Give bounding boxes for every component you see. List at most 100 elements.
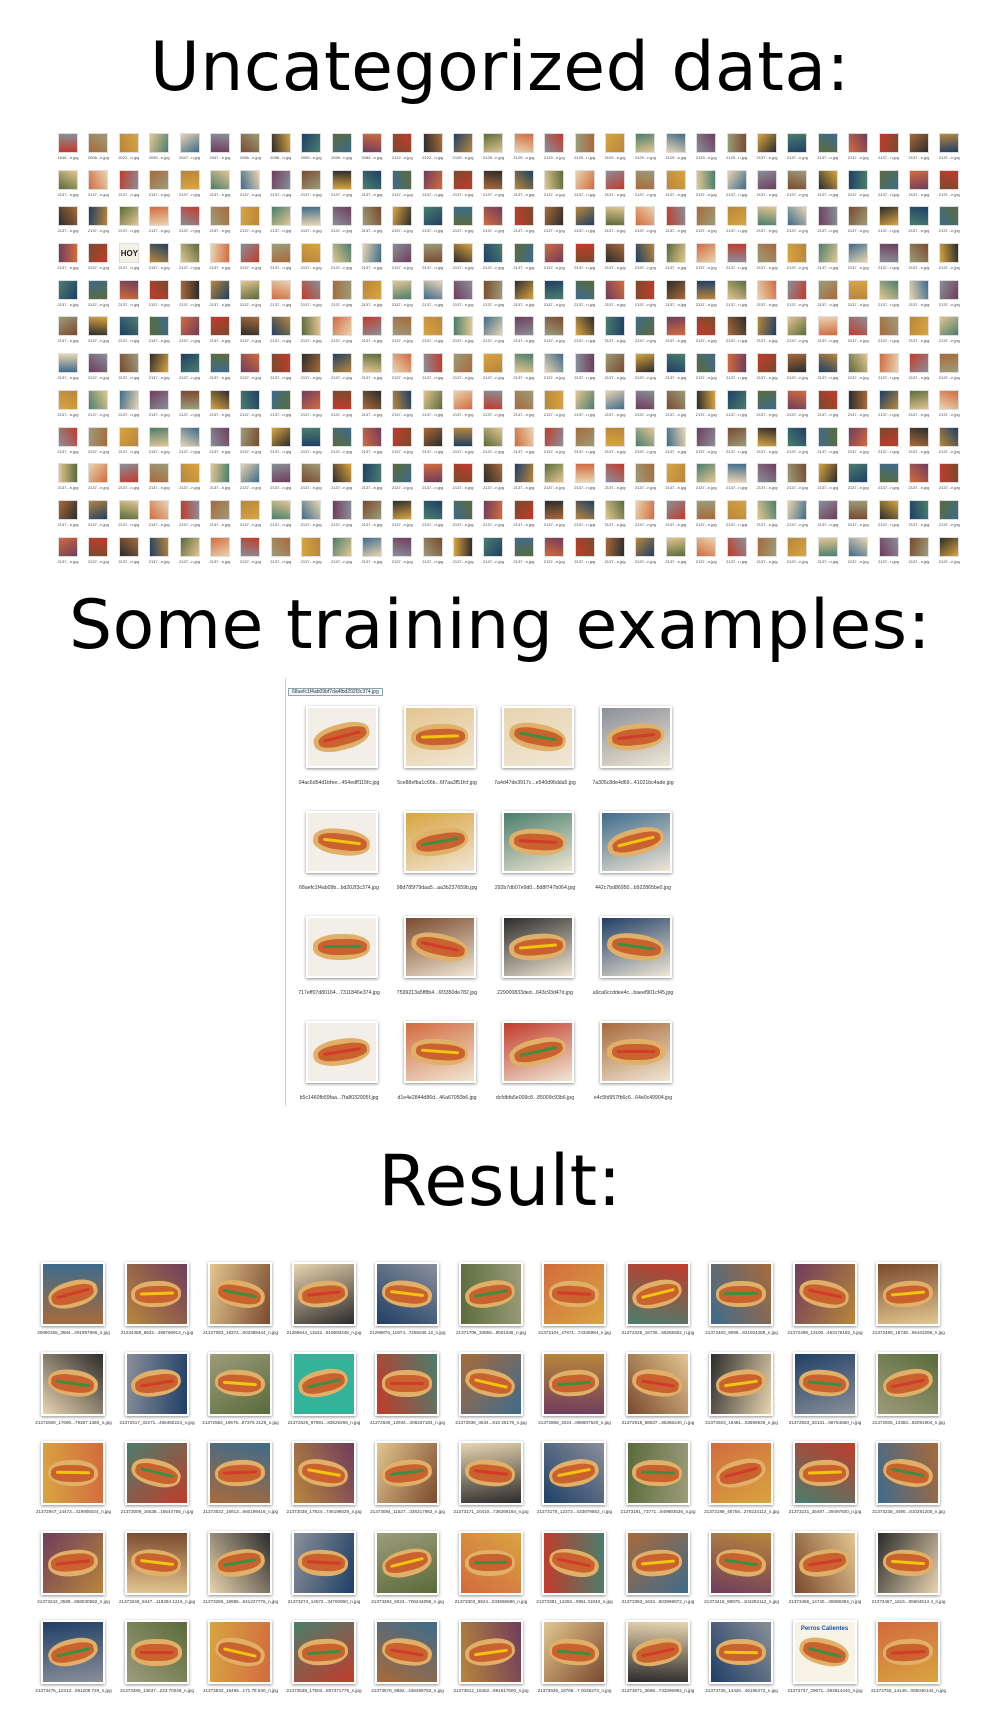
thumbnail[interactable]: 2137...n.jpg	[53, 278, 83, 315]
thumbnail[interactable]: 2137...n.jpg	[175, 535, 205, 572]
thumbnail[interactable]: 2137...n.jpg	[114, 168, 144, 205]
thumbnail[interactable]: 2137...n.jpg	[874, 278, 904, 315]
thumbnail[interactable]: 2137...n.jpg	[448, 535, 478, 572]
thumbnail[interactable]: 2137...n.jpg	[722, 535, 752, 572]
result-image[interactable]: 21372947_14473...419905024_n.jpg	[32, 1437, 116, 1527]
result-image[interactable]: 21372626_97891...83629266_n.jpg	[283, 1348, 367, 1438]
thumbnail[interactable]: 2137...n.jpg	[509, 168, 539, 205]
thumbnail[interactable]: 2137...n.jpg	[235, 498, 265, 535]
thumbnail[interactable]: 2137...n.jpg	[722, 278, 752, 315]
thumbnail[interactable]: 2137...n.jpg	[874, 204, 904, 241]
thumbnail[interactable]: 2137...n.jpg	[934, 168, 964, 205]
thumbnail[interactable]: 2137...n.jpg	[509, 351, 539, 388]
thumbnail[interactable]: 2137...n.jpg	[357, 314, 387, 351]
thumbnail[interactable]: 2137...n.jpg	[722, 168, 752, 205]
result-image[interactable]: 21372583_19575...87375 2128_n.jpg	[199, 1348, 283, 1438]
thumbnail[interactable]: 2137...n.jpg	[570, 351, 600, 388]
thumbnail[interactable]: 2137...n.jpg	[539, 168, 569, 205]
result-image[interactable]: 21372935_14383...82091904_n.jpg	[867, 1348, 951, 1438]
result-image[interactable]: 21373022_16913...660199416_n.jpg	[199, 1437, 283, 1527]
thumbnail[interactable]: 2129...n.jpg	[630, 131, 660, 168]
thumbnail[interactable]: 2137...n.jpg	[478, 204, 508, 241]
thumbnail[interactable]: 2129...n.jpg	[509, 131, 539, 168]
thumbnail[interactable]: 2137...n.jpg	[83, 535, 113, 572]
thumbnail[interactable]: 2137...n.jpg	[205, 241, 235, 278]
thumbnail[interactable]: 2137...n.jpg	[630, 241, 660, 278]
result-image[interactable]: 21373393_1634...803969872_n.jpg	[617, 1527, 701, 1617]
thumbnail[interactable]: 2137...n.jpg	[478, 278, 508, 315]
thumbnail[interactable]: 2137...n.jpg	[813, 241, 843, 278]
thumbnail[interactable]: 2137...n.jpg	[53, 241, 83, 278]
thumbnail[interactable]: 2137...n.jpg	[904, 351, 934, 388]
thumbnail[interactable]: 2137...n.jpg	[843, 204, 873, 241]
thumbnail[interactable]: 2137...n.jpg	[630, 498, 660, 535]
thumbnail[interactable]: 2137...n.jpg	[175, 425, 205, 462]
thumbnail[interactable]: 2137...n.jpg	[387, 461, 417, 498]
thumbnail[interactable]: 2137...n.jpg	[782, 168, 812, 205]
thumbnail[interactable]: 2137...n.jpg	[175, 498, 205, 535]
thumbnail[interactable]: 2137...n.jpg	[630, 535, 660, 572]
thumbnail[interactable]: 2137...n.jpg	[509, 278, 539, 315]
thumbnail[interactable]: 2137...n.jpg	[266, 278, 296, 315]
thumbnail[interactable]: 2137...n.jpg	[691, 314, 721, 351]
thumbnail[interactable]: 2137...n.jpg	[661, 278, 691, 315]
result-image[interactable]: 21373612_16462...891617600_n.jpg	[450, 1616, 534, 1706]
result-image[interactable]: 21373578_6882...436489792_n.jpg	[366, 1616, 450, 1706]
thumbnail[interactable]: 2137...n.jpg	[904, 131, 934, 168]
result-image[interactable]: 21373238_3490...810291200_n.jpg	[867, 1437, 951, 1527]
thumbnail[interactable]: 2137...n.jpg	[752, 498, 782, 535]
training-example[interactable]: b5c1460fb59faa...7fa8032905f.jpg	[290, 1013, 388, 1118]
thumbnail[interactable]: 2137...n.jpg	[661, 461, 691, 498]
thumbnail[interactable]: 2137...n.jpg	[357, 351, 387, 388]
thumbnail[interactable]: 2137...n.jpg	[114, 498, 144, 535]
thumbnail[interactable]: 2137...n.jpg	[175, 461, 205, 498]
thumbnail[interactable]: 2137...n.jpg	[448, 204, 478, 241]
thumbnail[interactable]: 2137...n.jpg	[570, 168, 600, 205]
thumbnail[interactable]: 2137...n.jpg	[904, 241, 934, 278]
thumbnail[interactable]: 2137...n.jpg	[782, 535, 812, 572]
thumbnail[interactable]: 2137...n.jpg	[448, 461, 478, 498]
thumbnail[interactable]: 2137...n.jpg	[874, 131, 904, 168]
thumbnail[interactable]: 2137...n.jpg	[83, 278, 113, 315]
thumbnail[interactable]: 2137...n.jpg	[661, 241, 691, 278]
thumbnail[interactable]: 2137...n.jpg	[235, 241, 265, 278]
thumbnail[interactable]: 2137...n.jpg	[235, 388, 265, 425]
thumbnail[interactable]: 2137...n.jpg	[752, 535, 782, 572]
thumbnail[interactable]: 2137...n.jpg	[387, 314, 417, 351]
thumbnail[interactable]: 2137...n.jpg	[782, 241, 812, 278]
thumbnail[interactable]: 2129...n.jpg	[539, 131, 569, 168]
thumbnail[interactable]: 2137...n.jpg	[691, 535, 721, 572]
thumbnail[interactable]: 2137...n.jpg	[600, 351, 630, 388]
thumbnail[interactable]: 2137...n.jpg	[478, 461, 508, 498]
thumbnail[interactable]: 2137...n.jpg	[418, 204, 448, 241]
thumbnail[interactable]: 2137...n.jpg	[114, 204, 144, 241]
thumbnail[interactable]: 2137...n.jpg	[813, 535, 843, 572]
thumbnail[interactable]: 2137...n.jpg	[266, 351, 296, 388]
thumbnail[interactable]: 2137...n.jpg	[418, 425, 448, 462]
result-image[interactable]: 21373671_3658...733396992_n.jpg	[617, 1616, 701, 1706]
thumbnail[interactable]: 2137...n.jpg	[418, 498, 448, 535]
thumbnail[interactable]: 2137...n.jpg	[235, 204, 265, 241]
result-image[interactable]: 21296876_11974...7255045 12_n.jpg	[366, 1258, 450, 1348]
thumbnail[interactable]: 2137...n.jpg	[661, 388, 691, 425]
thumbnail[interactable]: 2137...n.jpg	[83, 388, 113, 425]
thumbnail[interactable]: 2137...n.jpg	[296, 351, 326, 388]
thumbnail[interactable]: 2137...n.jpg	[874, 241, 904, 278]
training-example[interactable]: 292b7db07e9d0...8d8f747b064.jpg	[486, 803, 584, 908]
thumbnail[interactable]: 2137...n.jpg	[934, 388, 964, 425]
thumbnail[interactable]: 2137...n.jpg	[53, 388, 83, 425]
result-image[interactable]: 21373489_14637...223 70048_n.jpg	[116, 1616, 200, 1706]
thumbnail[interactable]: 2137...n.jpg	[357, 241, 387, 278]
thumbnail[interactable]: 2137...n.jpg	[235, 535, 265, 572]
thumbnail[interactable]: 2137...n.jpg	[539, 425, 569, 462]
thumbnail[interactable]: 2137...n.jpg	[904, 425, 934, 462]
thumbnail[interactable]: 2137...n.jpg	[266, 498, 296, 535]
thumbnail[interactable]: 2137...n.jpg	[83, 204, 113, 241]
result-image[interactable]: 20690165_3584...291997696_n.jpg	[32, 1258, 116, 1348]
thumbnail[interactable]: 2137...n.jpg	[934, 278, 964, 315]
result-image[interactable]: 21373191_73771...949693536_n.jpg	[617, 1437, 701, 1527]
thumbnail[interactable]: 2137...n.jpg	[266, 314, 296, 351]
result-image[interactable]: 21373465_14740...30688384_n.jpg	[784, 1527, 868, 1617]
thumbnail[interactable]: 2137...n.jpg	[387, 278, 417, 315]
thumbnail[interactable]: 2137...n.jpg	[327, 314, 357, 351]
